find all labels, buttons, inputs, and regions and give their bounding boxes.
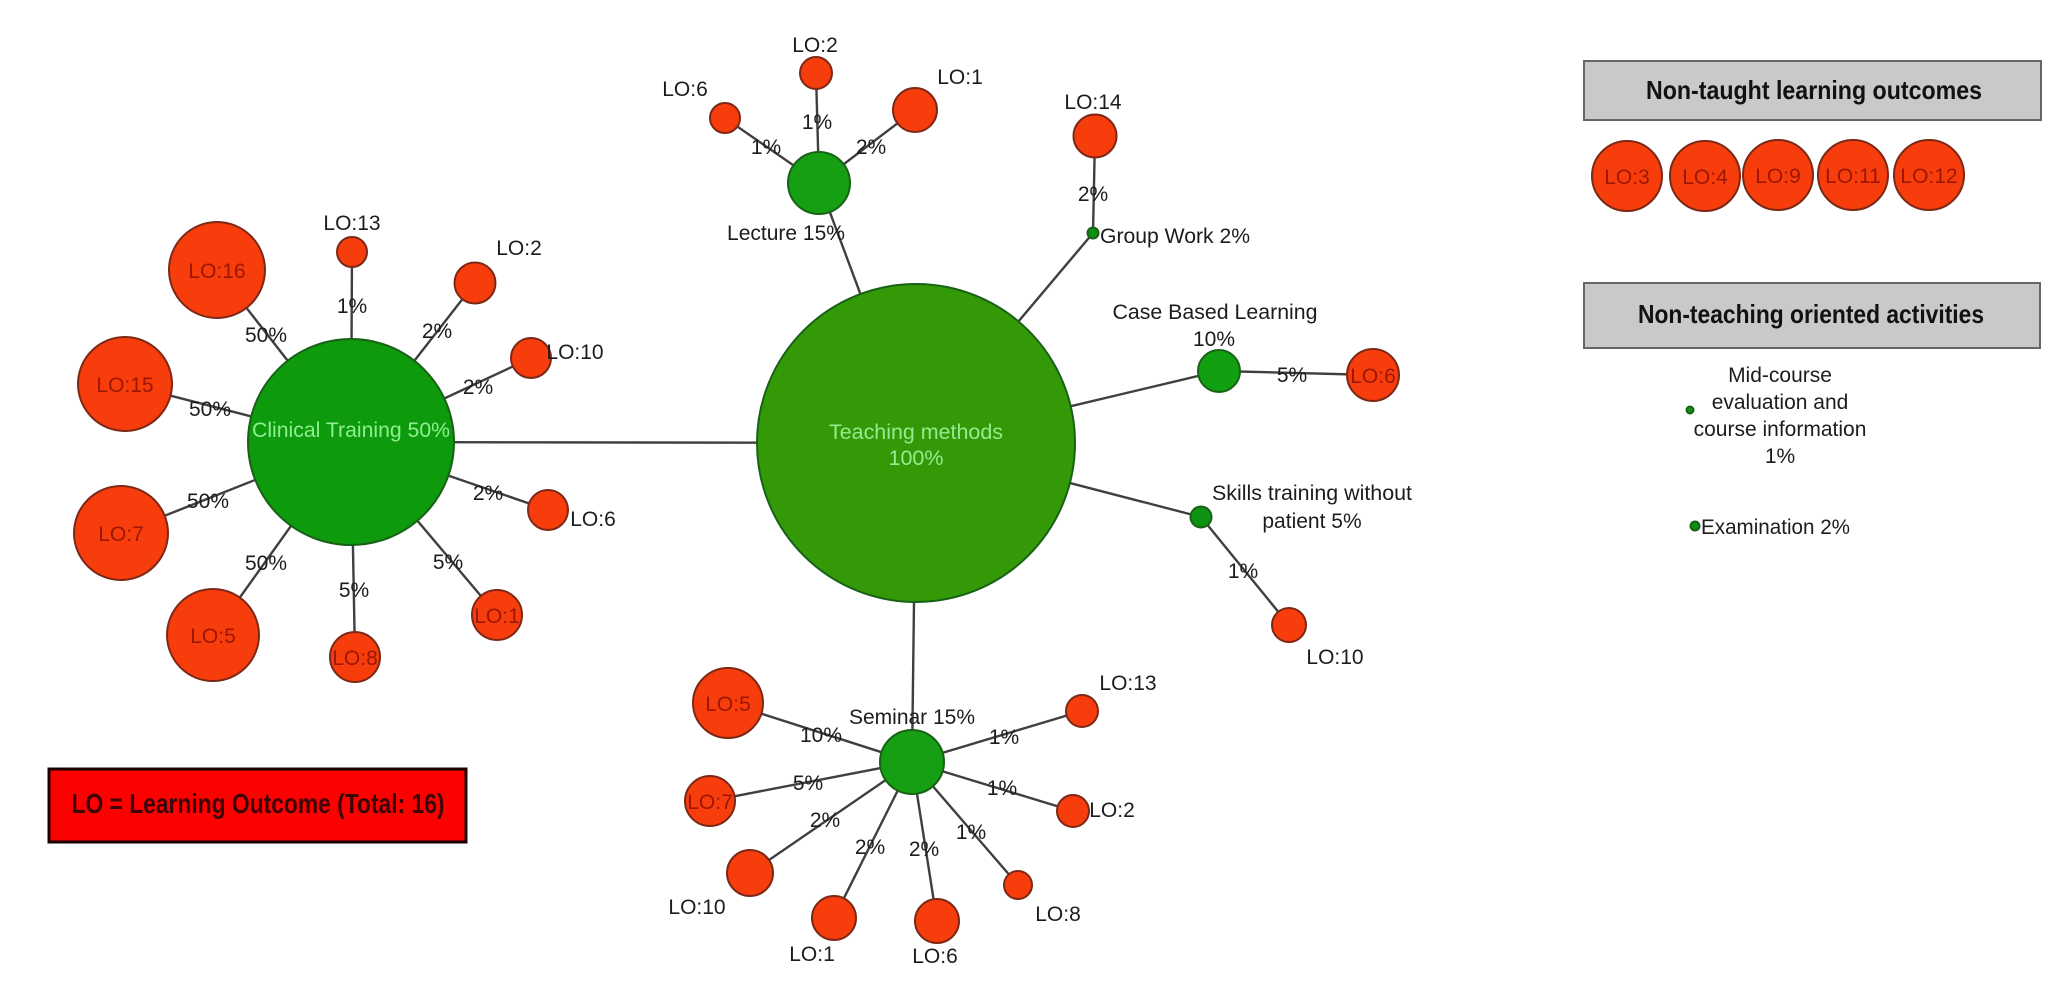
svg-text:Seminar 15%: Seminar 15% — [849, 706, 975, 729]
svg-text:LO:1: LO:1 — [474, 605, 520, 628]
svg-text:2%: 2% — [855, 836, 885, 859]
svg-text:10%: 10% — [1193, 328, 1235, 351]
svg-text:50%: 50% — [245, 324, 287, 347]
svg-text:50%: 50% — [245, 552, 287, 575]
svg-text:1%: 1% — [1765, 445, 1795, 468]
svg-text:Clinical Training 50%: Clinical Training 50% — [252, 418, 450, 442]
svg-text:2%: 2% — [810, 809, 840, 832]
svg-text:5%: 5% — [339, 579, 369, 602]
svg-text:LO:6: LO:6 — [570, 508, 616, 531]
svg-text:5%: 5% — [433, 551, 463, 574]
svg-text:2%: 2% — [463, 376, 493, 399]
svg-text:1%: 1% — [337, 295, 367, 318]
svg-text:LO:5: LO:5 — [705, 693, 751, 716]
svg-text:LO:6: LO:6 — [912, 945, 958, 968]
svg-text:LO:15: LO:15 — [96, 374, 153, 397]
svg-text:1%: 1% — [987, 777, 1017, 800]
svg-text:2%: 2% — [473, 482, 503, 505]
svg-text:evaluation and: evaluation and — [1712, 391, 1849, 414]
svg-text:Examination 2%: Examination 2% — [1701, 516, 1850, 539]
svg-text:LO:13: LO:13 — [1099, 672, 1156, 695]
svg-text:Skills training without: Skills training without — [1212, 482, 1412, 505]
svg-text:1%: 1% — [751, 136, 781, 159]
svg-text:Non-teaching oriented activiti: Non-teaching oriented activities — [1638, 299, 1984, 329]
svg-text:50%: 50% — [189, 398, 231, 421]
svg-text:1%: 1% — [956, 821, 986, 844]
svg-text:LO:4: LO:4 — [1682, 166, 1728, 189]
svg-text:LO:1: LO:1 — [789, 943, 835, 966]
svg-text:2%: 2% — [422, 320, 452, 343]
svg-text:LO:7: LO:7 — [98, 523, 144, 546]
svg-text:Case Based Learning: Case Based Learning — [1113, 301, 1318, 324]
svg-text:LO:14: LO:14 — [1064, 91, 1122, 114]
svg-text:1%: 1% — [802, 111, 832, 134]
svg-text:10%: 10% — [800, 724, 842, 747]
svg-text:2%: 2% — [1078, 183, 1108, 206]
svg-text:LO:8: LO:8 — [332, 647, 378, 670]
svg-text:100%: 100% — [889, 446, 944, 470]
svg-text:LO:5: LO:5 — [190, 625, 236, 648]
svg-text:LO:16: LO:16 — [188, 260, 245, 283]
svg-text:LO:10: LO:10 — [1306, 646, 1363, 669]
svg-text:LO:13: LO:13 — [323, 212, 380, 235]
svg-text:50%: 50% — [187, 490, 229, 513]
svg-text:Group Work 2%: Group Work 2% — [1100, 225, 1250, 248]
svg-text:1%: 1% — [1228, 560, 1258, 583]
svg-text:5%: 5% — [793, 772, 823, 795]
svg-text:LO:2: LO:2 — [496, 237, 542, 260]
svg-text:Lecture 15%: Lecture 15% — [727, 222, 845, 245]
svg-text:LO:3: LO:3 — [1604, 166, 1650, 189]
svg-text:LO:12: LO:12 — [1900, 165, 1957, 188]
svg-text:LO:6: LO:6 — [1350, 365, 1396, 388]
svg-text:1%: 1% — [989, 726, 1019, 749]
svg-text:Teaching methods: Teaching methods — [829, 420, 1003, 444]
svg-text:LO:2: LO:2 — [1089, 799, 1135, 822]
svg-text:Non-taught learning outcomes: Non-taught learning outcomes — [1646, 75, 1982, 105]
svg-text:LO:11: LO:11 — [1825, 165, 1881, 188]
svg-text:LO:6: LO:6 — [662, 78, 708, 101]
svg-text:LO = Learning Outcome (Total:: LO = Learning Outcome (Total: 16) — [72, 788, 445, 819]
svg-text:LO:10: LO:10 — [546, 341, 603, 364]
svg-text:Mid-course: Mid-course — [1728, 364, 1832, 387]
svg-text:LO:9: LO:9 — [1755, 165, 1801, 188]
svg-text:LO:10: LO:10 — [668, 896, 725, 919]
svg-text:LO:8: LO:8 — [1035, 903, 1081, 926]
svg-text:patient 5%: patient 5% — [1262, 510, 1361, 533]
svg-text:LO:2: LO:2 — [792, 34, 838, 57]
svg-text:course information: course information — [1694, 418, 1867, 441]
svg-text:LO:7: LO:7 — [687, 791, 733, 814]
svg-text:2%: 2% — [856, 136, 886, 159]
svg-text:LO:1: LO:1 — [937, 66, 983, 89]
svg-text:2%: 2% — [909, 838, 939, 861]
svg-text:5%: 5% — [1277, 364, 1307, 387]
